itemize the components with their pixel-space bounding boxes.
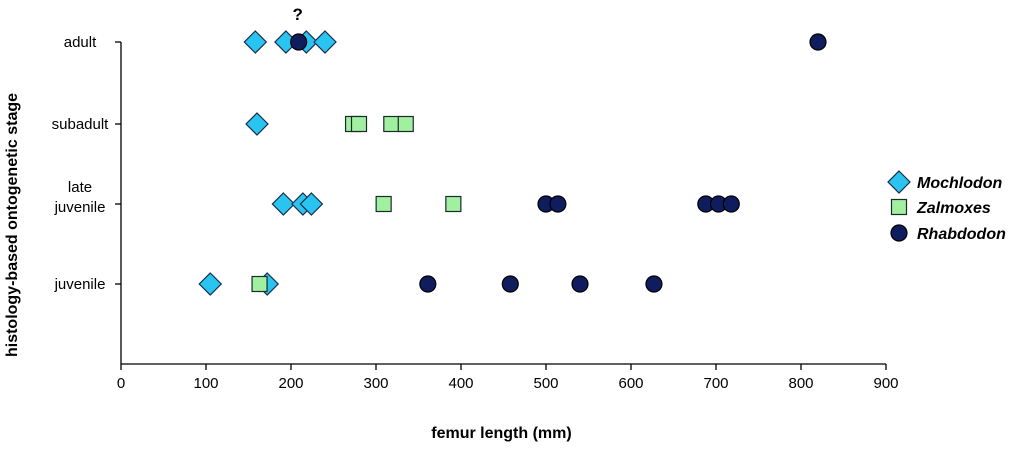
annotations: ? (292, 5, 302, 24)
legend-marker-mochlodon (887, 170, 911, 194)
legend-label-zalmoxes: Zalmoxes (916, 200, 991, 217)
zalmoxes-point (375, 195, 392, 213)
mochlodon-point (243, 30, 268, 54)
x-tick-label: 200 (278, 375, 303, 392)
x-axis-title: femur length (mm) (431, 425, 571, 442)
x-tick-label: 700 (703, 375, 728, 392)
y-tick-label-line: juvenile (54, 199, 106, 216)
x-tick-label: 500 (533, 375, 558, 392)
mochlodon-point (299, 192, 324, 216)
axes: 0 100 200 300 400 500 600 700 800 900juvenilelate… (4, 34, 899, 442)
zalmoxes-point (445, 195, 462, 213)
y-tick-label: adult (64, 34, 97, 51)
zalmoxes-point (383, 115, 400, 133)
x-tick-label: 100 (193, 375, 218, 392)
rhabdodon-point (549, 195, 567, 213)
y-tick-label: juvenile (54, 276, 106, 293)
legend-marker-zalmoxes (890, 198, 908, 216)
mochlodon-point (198, 272, 223, 296)
legend: Mochlodon Zalmoxes Rhabdodon (887, 170, 1006, 243)
rhabdodon-point (809, 33, 827, 51)
rhabdodon-point (419, 275, 437, 293)
x-tick-label: 900 (873, 375, 898, 392)
question-mark-annotation: ? (292, 5, 302, 24)
x-tick-label: 400 (448, 375, 473, 392)
zalmoxes-point (397, 115, 414, 133)
legend-label-mochlodon: Mochlodon (917, 175, 1003, 192)
y-tick-label-line: late (68, 179, 92, 196)
x-tick-label: 600 (618, 375, 643, 392)
rhabdodon-point (645, 275, 663, 293)
zalmoxes-point (350, 115, 368, 133)
mochlodon-point (245, 112, 269, 136)
mochlodon-point (313, 30, 337, 54)
legend-marker-rhabdodon (890, 224, 908, 242)
rhabdodon-point (571, 275, 589, 293)
y-axis-title: histology-based ontogenetic stage (4, 93, 21, 357)
x-tick-label: 0 (117, 375, 125, 392)
data-points (198, 30, 827, 296)
legend-label-rhabdodon: Rhabdodon (917, 226, 1006, 243)
x-tick-label: 300 (363, 375, 388, 392)
mochlodon-point (271, 192, 296, 216)
rhabdodon-point (290, 33, 308, 51)
y-tick-label: late juvenile (54, 179, 106, 216)
rhabdodon-point (501, 275, 519, 293)
zalmoxes-point (251, 275, 268, 293)
y-tick-label: subadult (52, 116, 110, 133)
rhabdodon-point (722, 195, 740, 213)
x-tick-label: 800 (788, 375, 813, 392)
